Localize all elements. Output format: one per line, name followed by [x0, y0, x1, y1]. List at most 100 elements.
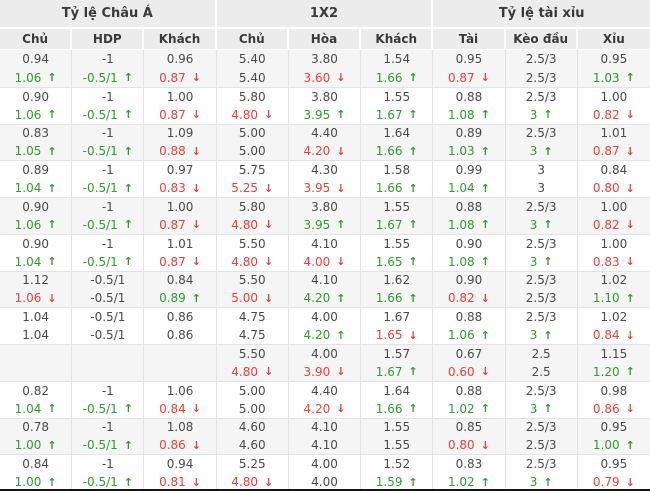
- odds-value-text: 2.5: [531, 364, 551, 379]
- odds-cell: 1.08 0.86 ↓: [144, 418, 217, 455]
- odds-value-changed: 5.25 ↓: [217, 179, 288, 197]
- odds-cell: 1.57 1.67 ↑: [361, 345, 434, 381]
- trend-up-icon: ↑: [408, 144, 418, 158]
- odds-value-current: 1.62: [383, 273, 411, 288]
- odds-value-changed: 0.87 ↓: [433, 68, 504, 86]
- odds-value-text: 1.20: [592, 364, 620, 379]
- odds-value-current: 0.88: [455, 89, 483, 104]
- odds-cell: 3.80 3.95 ↑: [289, 87, 362, 124]
- odds-value-current: 4.10: [311, 420, 338, 435]
- odds-value-changed: 3.95 ↑: [289, 106, 360, 124]
- trend-down-icon: ↓: [625, 255, 635, 269]
- odds-cell: 5.00 5.00: [217, 124, 289, 161]
- odds-value-text: 0.89: [159, 291, 186, 306]
- odds-value-text: 1.04: [447, 181, 475, 196]
- odds-cell: [72, 345, 145, 381]
- odds-value-current: 0.89: [22, 163, 49, 178]
- odds-value-text: 3: [529, 217, 538, 232]
- odds-value-changed: -0.5/1 ↑: [72, 68, 143, 86]
- trend-down-icon: ↓: [408, 328, 418, 342]
- trend-up-icon: ↑: [543, 108, 553, 122]
- odds-cell: 2.5/3 3 ↑: [506, 308, 578, 344]
- odds-value-changed: 3 ↑: [506, 473, 577, 490]
- odds-value-current: 1.15: [600, 346, 628, 361]
- odds-value-current: 1.55: [383, 199, 411, 214]
- odds-value-text: 0.60: [447, 364, 475, 379]
- odds-cell: 0.78 1.00 ↑: [0, 418, 73, 455]
- column-header-1-1: Hòa: [288, 29, 362, 49]
- odds-value-changed: -0.5/1 ↑: [72, 106, 143, 124]
- odds-value-current: -1: [101, 420, 114, 435]
- odds-value-changed: 1.66 ↑: [361, 68, 432, 86]
- odds-value-changed: 5.40: [217, 68, 288, 86]
- odds-value-text: -0.5/1: [90, 291, 126, 306]
- odds-value-changed: 1.66 ↑: [361, 142, 432, 160]
- trend-up-icon: ↑: [336, 218, 346, 232]
- odds-value-text: 1.66: [375, 401, 403, 416]
- trend-up-icon: ↑: [408, 255, 418, 269]
- odds-value-text: 4.80: [231, 364, 259, 379]
- odds-value-changed: 2.5/3: [506, 68, 577, 86]
- odds-cell: 2.5/3 3 ↑: [506, 455, 578, 490]
- odds-cell: 0.97 0.83 ↓: [144, 161, 217, 197]
- odds-value-text: 4.75: [238, 328, 266, 343]
- odds-cell: 1.55 1.55: [361, 418, 434, 455]
- odds-value-changed: 4.80 ↓: [217, 216, 288, 234]
- odds-value-current: 0.83: [455, 457, 483, 472]
- odds-value-text: 0.83: [159, 181, 186, 196]
- odds-cell: 0.90 1.06 ↑: [0, 198, 73, 234]
- odds-cell: 4.00 4.20 ↑: [289, 308, 362, 344]
- odds-value-text: 5.00: [238, 144, 266, 159]
- trend-down-icon: ↓: [191, 71, 202, 85]
- trend-up-icon: ↑: [480, 181, 490, 195]
- odds-value-text: 1.67: [375, 217, 403, 232]
- odds-row: 1.12 1.06 ↓ -0.5/1 -0.5/1 0.84 0.89 ↑ 5.50 5.00 ↓ 4…: [0, 270, 650, 308]
- odds-value-text: 0.83: [592, 254, 620, 269]
- odds-cell: 4.40 4.20 ↓: [289, 124, 362, 161]
- odds-value-changed: 1.06 ↓: [0, 289, 71, 307]
- odds-value-current: 1.52: [383, 457, 411, 472]
- odds-cell: 1.00 0.82 ↓: [578, 198, 650, 234]
- odds-value-text: 5.00: [238, 401, 266, 416]
- odds-value-text: 3: [529, 475, 538, 490]
- odds-value-text: 1.04: [14, 401, 42, 416]
- odds-value-text: 4.80: [231, 107, 259, 122]
- odds-value-text: 0.80: [447, 438, 475, 453]
- odds-value-text: 3: [529, 107, 538, 122]
- trend-up-icon: ↑: [123, 438, 133, 452]
- odds-value-current: 2.5/3: [525, 383, 557, 398]
- odds-value-current: 0.94: [22, 52, 49, 67]
- trend-up-icon: ↑: [47, 144, 57, 158]
- odds-value-changed: 4.00 ↓: [289, 253, 360, 271]
- odds-value-text: 1.03: [447, 144, 475, 159]
- odds-value-current: 3.80: [311, 52, 338, 67]
- odds-value-text: 1.66: [375, 70, 403, 85]
- odds-value-changed: 1.67 ↑: [361, 363, 432, 381]
- trend-up-icon: ↑: [47, 402, 57, 416]
- odds-value-changed: 1.04 ↑: [0, 400, 71, 418]
- odds-value-changed: 0.87 ↓: [144, 68, 215, 86]
- odds-cell: 1.54 1.66 ↑: [361, 50, 434, 87]
- odds-value-text: 4.20: [303, 291, 331, 306]
- odds-value-text: 1.02: [447, 401, 475, 416]
- odds-value-text: 4.00: [311, 475, 338, 490]
- odds-value-text: 1.06: [14, 291, 42, 306]
- odds-cell: 1.00 0.82 ↓: [578, 88, 650, 124]
- odds-cell: 1.64 1.66 ↑: [361, 124, 434, 161]
- odds-value-changed: 1.00 ↑: [0, 473, 71, 489]
- trend-up-icon: ↑: [47, 218, 57, 232]
- odds-value-changed: 0.80 ↓: [578, 179, 650, 197]
- odds-row: 0.90 1.06 ↑ -1 -0.5/1 ↑ 1.00 0.87 ↓ 5.80 4.80 ↓ 3.80…: [0, 197, 650, 234]
- odds-value-changed: 1.04 ↑: [0, 179, 71, 197]
- odds-value-current: [72, 345, 143, 363]
- odds-value-current: 1.57: [383, 346, 411, 361]
- trend-up-icon: ↑: [543, 402, 553, 416]
- odds-value-changed: 1.03 ↑: [578, 68, 650, 86]
- column-header-2-0: Tài: [433, 29, 506, 49]
- odds-cell: -1 -0.5/1 ↑: [72, 198, 145, 234]
- trend-up-icon: ↑: [191, 291, 202, 305]
- odds-value-text: 1.06: [14, 107, 42, 122]
- odds-value-current: 2.5/3: [525, 236, 557, 251]
- odds-value-changed: 0.83 ↓: [578, 253, 650, 271]
